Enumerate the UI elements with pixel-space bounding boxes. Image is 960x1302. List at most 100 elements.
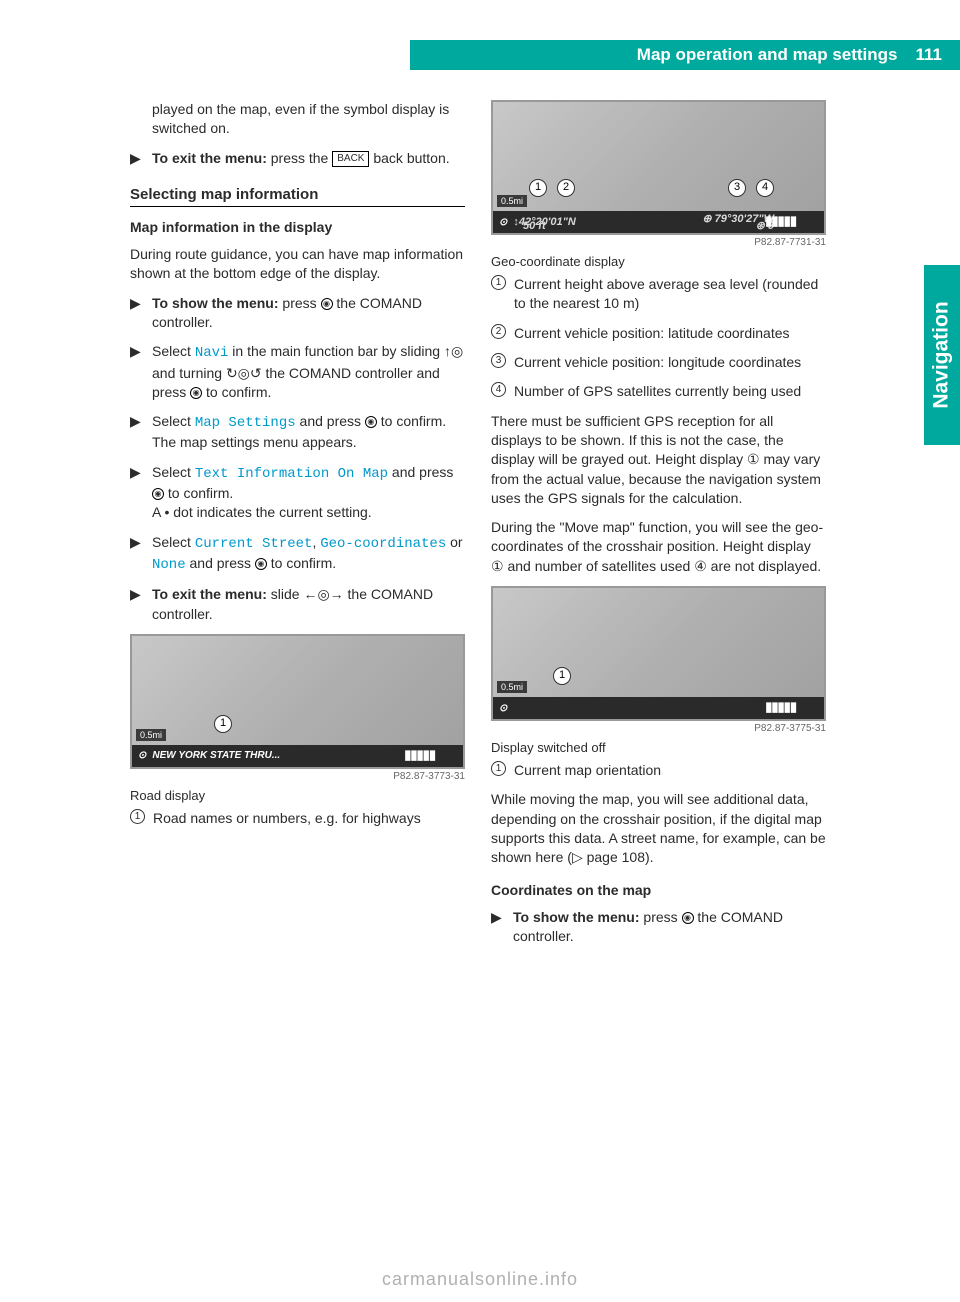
- legend-item-3: 3 Current vehicle position: longitude co…: [491, 353, 826, 372]
- press-icon: ◉: [682, 912, 694, 924]
- bullet-text: To show the menu: press ◉ the COMAND con…: [152, 294, 465, 333]
- header-title: Map operation and map settings: [637, 45, 898, 65]
- marker-1-icon: 1: [553, 667, 571, 685]
- legend-num-1-icon: 1: [130, 809, 145, 824]
- legend-text: Current height above average sea level (…: [514, 275, 826, 314]
- globe-icon: ⊕: [702, 213, 714, 225]
- left-column: played on the map, even if the symbol di…: [130, 100, 465, 956]
- marker-3-icon: 3: [728, 179, 746, 197]
- signal-bars-icon: ▮▮▮▮▮: [765, 699, 796, 715]
- bullet-text: Select Current Street, Geo-coordinates o…: [152, 533, 465, 576]
- textinfo-link: Text Information On Map: [195, 466, 388, 482]
- menu-appears-text: The map settings menu appears.: [152, 434, 357, 450]
- sidebar-label: Navigation: [930, 301, 954, 408]
- continuation-text: played on the map, even if the symbol di…: [152, 100, 465, 139]
- press-icon: ◉: [190, 387, 202, 399]
- legend-num-1-icon: 1: [491, 761, 506, 776]
- select-textinfo-item: ▶ Select Text Information On Map and pre…: [130, 463, 465, 523]
- legend-text: Road names or numbers, e.g. for highways: [153, 809, 465, 828]
- press-icon: ◉: [365, 416, 377, 428]
- slide-icon: ←◎→: [303, 586, 343, 602]
- legend-num-2-icon: 2: [491, 324, 506, 339]
- geo-alt: 50 ft: [523, 220, 546, 232]
- paragraph: While moving the map, you will see addit…: [491, 790, 826, 867]
- exit-label: To exit the menu:: [152, 150, 267, 166]
- currentstreet-link: Current Street: [195, 536, 313, 552]
- back-key-icon: BACK: [332, 151, 369, 167]
- bullet-icon: ▶: [130, 585, 144, 624]
- scale-label: 0.5mi: [136, 729, 166, 741]
- bullet-text: Select Text Information On Map and press…: [152, 463, 465, 523]
- legend-text: Current vehicle position: longitude coor…: [514, 353, 826, 372]
- legend-item-1: 1 Road names or numbers, e.g. for highwa…: [130, 809, 465, 828]
- figure-code: P82.87-3773-31: [130, 771, 465, 782]
- show-menu2-item: ▶ To show the menu: press ◉ the COMAND c…: [491, 908, 826, 947]
- figure-code: P82.87-7731-31: [491, 237, 826, 248]
- none-link: None: [152, 557, 186, 573]
- figure-info-bar: ⊙ ↕42°20'01"N ⊕ 79°30'27"W 50 ft ⊛ 9 ▮▮▮…: [493, 211, 824, 233]
- dot-indicates-text: A • dot indicates the current setting.: [152, 504, 372, 520]
- show-menu-label: To show the menu:: [513, 909, 640, 925]
- select-navi-item: ▶ Select Navi in the main function bar b…: [130, 342, 465, 402]
- marker-1-icon: 1: [529, 179, 547, 197]
- bullet-text: To exit the menu: slide ←◎→ the COMAND c…: [152, 585, 465, 624]
- section-sidebar: Navigation: [924, 265, 960, 445]
- compass-icon: ⊙: [499, 217, 507, 228]
- figure-caption: Geo-coordinate display: [491, 254, 826, 269]
- page-ref: ▷ page 108: [572, 849, 645, 865]
- legend-num-1-icon: 1: [491, 275, 506, 290]
- bullet-icon: ▶: [130, 463, 144, 523]
- footer-watermark: carmanualsonline.info: [0, 1269, 960, 1290]
- legend-text: Current vehicle position: latitude coord…: [514, 324, 826, 343]
- bullet-text: Select Map Settings and press ◉ to confi…: [152, 412, 465, 453]
- press-icon: ◉: [255, 558, 267, 570]
- bullet-icon: ▶: [130, 294, 144, 333]
- content-area: played on the map, even if the symbol di…: [130, 100, 826, 956]
- paragraph: During the "Move map" function, you will…: [491, 518, 826, 576]
- scale-label: 0.5mi: [497, 195, 527, 207]
- exit-menu-item: ▶ To exit the menu: press the BACK back …: [130, 149, 465, 168]
- bullet-icon: ▶: [491, 908, 505, 947]
- press-icon: ◉: [321, 298, 333, 310]
- legend-item-4: 4 Number of GPS satellites currently bei…: [491, 382, 826, 401]
- header-bar: Map operation and map settings 111: [410, 40, 960, 70]
- navi-link: Navi: [195, 345, 229, 361]
- show-menu-label: To show the menu:: [152, 295, 279, 311]
- legend-item-2: 2 Current vehicle position: latitude coo…: [491, 324, 826, 343]
- press-icon: ◉: [152, 488, 164, 500]
- section-heading: Selecting map information: [130, 186, 465, 207]
- marker-1-icon: 1: [214, 715, 232, 733]
- mapsettings-link: Map Settings: [195, 415, 296, 431]
- paragraph: There must be sufficient GPS reception f…: [491, 412, 826, 509]
- display-off-figure: 0.5mi 1 ⊙ ▮▮▮▮▮: [491, 586, 826, 721]
- legend-item-orient: 1 Current map orientation: [491, 761, 826, 780]
- select-mapsettings-item: ▶ Select Map Settings and press ◉ to con…: [130, 412, 465, 453]
- figure-info-bar: ⊙ NEW YORK STATE THRU... ▮▮▮▮▮: [132, 745, 463, 767]
- legend-text: Current map orientation: [514, 761, 826, 780]
- bullet-icon: ▶: [130, 149, 144, 168]
- select-currentstreet-item: ▶ Select Current Street, Geo-coordinates…: [130, 533, 465, 576]
- geo-display-figure: 0.5mi 1 2 3 4 ⊙ ↕42°20'01"N ⊕ 79°30'27"W…: [491, 100, 826, 235]
- signal-bars-icon: ▮▮▮▮▮: [404, 747, 435, 763]
- road-display-figure: 0.5mi 1 ⊙ NEW YORK STATE THRU... ▮▮▮▮▮: [130, 634, 465, 769]
- slide-icon: ↑◎: [444, 343, 463, 359]
- figure-caption: Display switched off: [491, 740, 826, 755]
- exit-label: To exit the menu:: [152, 586, 267, 602]
- bullet-text: To show the menu: press ◉ the COMAND con…: [513, 908, 826, 947]
- sub-heading: Coordinates on the map: [491, 882, 826, 898]
- legend-num-4-icon: 4: [491, 382, 506, 397]
- signal-bars-icon: ▮▮▮▮▮: [765, 213, 796, 229]
- bullet-icon: ▶: [130, 342, 144, 402]
- legend-text: Number of GPS satellites currently being…: [514, 382, 826, 401]
- compass-icon: ⊙: [138, 750, 146, 761]
- compass-icon: ⊙: [499, 703, 507, 714]
- marker-2-icon: 2: [557, 179, 575, 197]
- legend-num-3-icon: 3: [491, 353, 506, 368]
- figure-info-bar: ⊙ ▮▮▮▮▮: [493, 697, 824, 719]
- right-column: 0.5mi 1 2 3 4 ⊙ ↕42°20'01"N ⊕ 79°30'27"W…: [491, 100, 826, 956]
- turn-icon: ↻◎↺: [226, 365, 262, 381]
- bullet-icon: ▶: [130, 412, 144, 453]
- marker-4-icon: 4: [756, 179, 774, 197]
- geocoord-link: Geo-coordinates: [320, 536, 446, 552]
- bullet-icon: ▶: [130, 533, 144, 576]
